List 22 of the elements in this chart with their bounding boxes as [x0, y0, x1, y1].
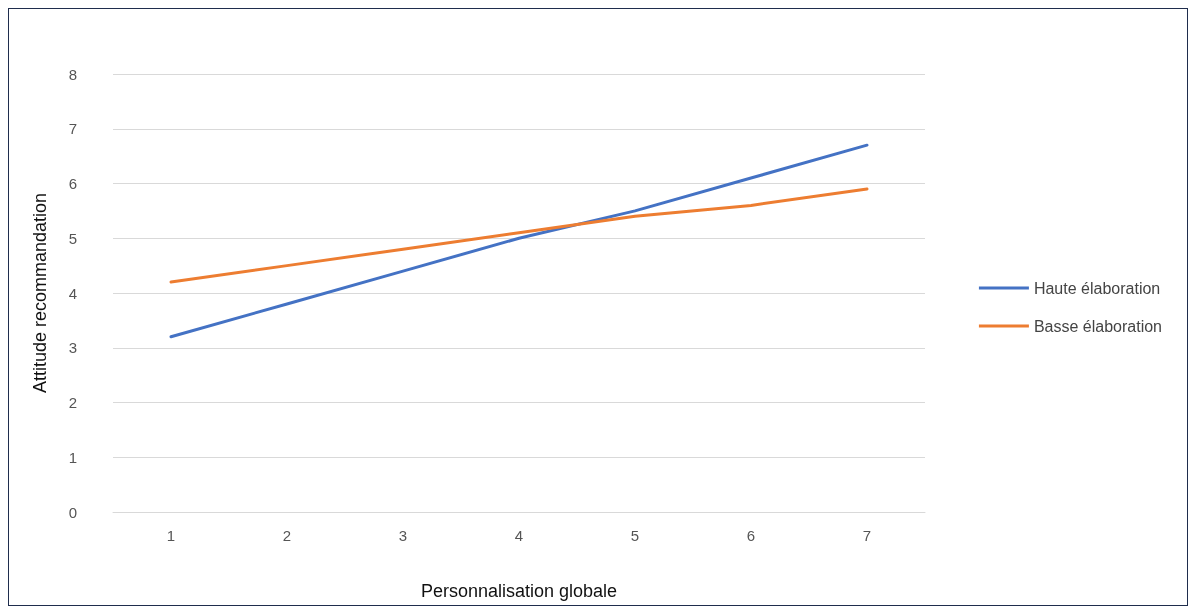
- x-tick-label: 3: [398, 527, 408, 544]
- y-tick-label: 5: [68, 229, 77, 247]
- y-tick-label: 0: [68, 503, 77, 521]
- x-tick-label: 4: [514, 527, 524, 544]
- y-tick-label: 6: [68, 175, 77, 192]
- y-tick-label: 1: [68, 448, 77, 466]
- x-tick-label: 5: [630, 527, 640, 544]
- y-tick-label: 7: [68, 120, 77, 138]
- line-series: [169, 143, 869, 339]
- y-tick-label: 2: [68, 394, 77, 411]
- legend-label: Basse élaboration: [1033, 317, 1163, 335]
- x-tick-label: 6: [746, 527, 756, 544]
- y-tick-label: 4: [68, 284, 77, 302]
- y-tick-label: 3: [68, 339, 77, 357]
- y-axis-title: Attitude recommandation: [30, 192, 50, 394]
- x-axis-title: Personnalisation globale: [420, 581, 618, 601]
- x-tick-label: 1: [166, 527, 176, 544]
- x-tick-label: 7: [862, 527, 872, 544]
- line-series: [169, 187, 869, 284]
- y-tick-label: 8: [68, 65, 77, 83]
- x-tick-label: 2: [282, 527, 292, 544]
- legend-label: Haute élaboration: [1033, 279, 1161, 297]
